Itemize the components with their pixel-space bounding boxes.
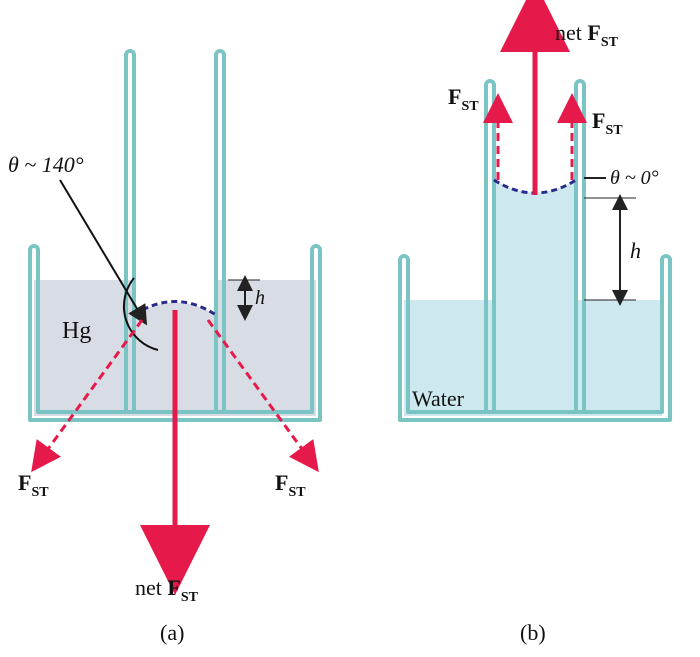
fst-right-label-b: FST [592, 108, 623, 138]
water-label: Water [412, 386, 465, 411]
hg-liquid-left [34, 280, 134, 416]
theta-label-a: θ ~ 140° [8, 152, 84, 177]
theta-label-b: θ ~ 0° [610, 167, 659, 189]
capillary-action-diagram: θ ~ 140° h Hg FST FST net FST (a) [0, 0, 700, 657]
water-liquid-right [576, 300, 662, 416]
panel-b: θ ~ 0° h Water FST FST net FST (b) [400, 20, 670, 645]
panel-label-a: (a) [160, 620, 184, 645]
panel-a: θ ~ 140° h Hg FST FST net FST (a) [8, 51, 320, 645]
h-label-a: h [255, 287, 265, 309]
net-fst-label-a: net FST [135, 575, 199, 605]
fst-right-label-a: FST [275, 470, 306, 500]
water-in-tube [494, 180, 576, 416]
fst-left-label-b: FST [448, 84, 479, 114]
fst-left-label-a: FST [18, 470, 49, 500]
h-label-b: h [630, 238, 641, 263]
net-fst-label-b: net FST [555, 20, 619, 50]
hg-label: Hg [62, 318, 91, 344]
hg-liquid-right [216, 280, 316, 416]
panel-label-b: (b) [520, 620, 546, 645]
